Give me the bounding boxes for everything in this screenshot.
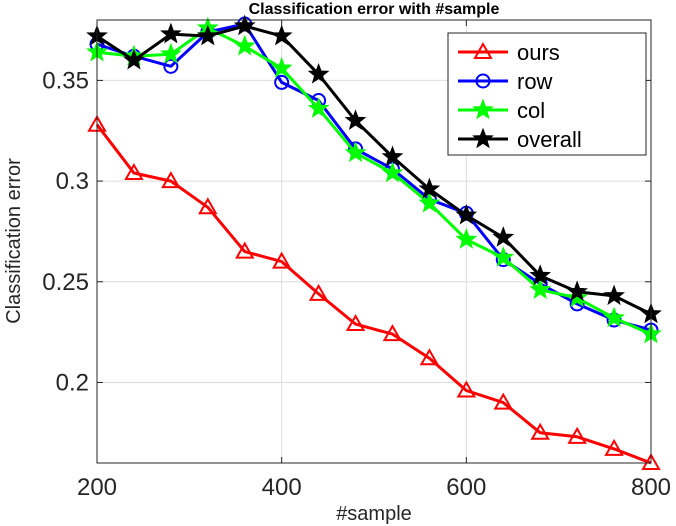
legend-entry-col: col — [458, 98, 545, 123]
data-point-overall — [381, 145, 404, 167]
data-point-col — [492, 246, 515, 267]
data-point-col — [233, 34, 256, 56]
data-point-ours — [161, 171, 181, 189]
x-tick-label: 600 — [446, 474, 486, 501]
data-point-ours — [345, 314, 366, 332]
legend-entry-ours: ours — [458, 40, 560, 65]
data-point-overall — [270, 24, 293, 46]
x-tick-label: 800 — [631, 474, 671, 501]
legend-marker — [472, 127, 494, 149]
legend-entry-overall: overall — [458, 127, 582, 152]
data-point-ours — [235, 241, 255, 259]
data-point-ours — [198, 197, 218, 215]
data-point-col — [381, 161, 404, 183]
data-point-col — [418, 191, 441, 213]
data-point-row — [274, 74, 290, 90]
series-line-overall — [96, 24, 652, 316]
x-tick-label: 400 — [262, 474, 302, 501]
legend-marker — [472, 98, 494, 120]
data-point-col — [529, 278, 552, 300]
y-tick-label: 0.3 — [56, 168, 89, 195]
y-tick-label: 0.25 — [42, 269, 89, 296]
legend-label: overall — [517, 127, 582, 152]
data-point-ours — [567, 426, 587, 444]
legend: ours row col overall — [447, 32, 647, 156]
data-point-col — [566, 286, 588, 308]
data-point-overall — [123, 48, 145, 70]
legend-marker — [473, 41, 493, 59]
data-point-ours — [124, 163, 144, 181]
data-point-overall — [603, 284, 625, 306]
y-axis-label: Classification error — [3, 158, 25, 324]
data-point-overall — [233, 14, 256, 36]
series-line-col — [96, 26, 652, 336]
data-point-ours — [641, 452, 661, 470]
data-point-overall — [566, 280, 588, 302]
ticks: 200 400 600 800 0.2 0.25 0.3 0.35 — [42, 20, 671, 501]
data-point-col — [160, 42, 182, 64]
data-point-overall — [307, 62, 330, 84]
y-tick-label: 0.35 — [42, 67, 89, 94]
data-point-ours — [530, 422, 550, 440]
data-point-overall — [492, 226, 515, 247]
data-point-row — [163, 58, 179, 74]
x-axis-label: #sample — [336, 503, 412, 525]
data-point-overall — [196, 24, 219, 46]
data-point-ours — [271, 251, 292, 269]
legend-label: row — [517, 69, 553, 94]
data-point-col — [344, 141, 367, 163]
plot-frame — [96, 19, 652, 464]
data-point-overall — [418, 177, 441, 199]
x-tick-label: 200 — [77, 474, 117, 501]
chart-title: Classification error with #sample — [249, 1, 500, 18]
legend-label: ours — [517, 40, 560, 65]
data-point-col — [270, 56, 293, 78]
data-point-overall — [344, 109, 367, 130]
data-point-col — [455, 228, 478, 249]
legend-label: col — [517, 98, 545, 123]
data-point-col — [603, 306, 625, 328]
data-point-ours — [382, 324, 403, 342]
y-tick-label: 0.2 — [56, 369, 89, 396]
data-point-col — [307, 97, 330, 118]
series-line-ours — [95, 123, 652, 465]
legend-marker — [475, 73, 491, 89]
data-point-ours — [456, 380, 477, 398]
data-point-ours — [419, 348, 440, 366]
data-point-ours — [493, 392, 513, 410]
data-point-ours — [308, 283, 329, 301]
data-point-overall — [160, 22, 182, 44]
data-point-ours — [604, 438, 624, 456]
legend-entry-row: row — [458, 69, 553, 94]
data-point-overall — [529, 264, 552, 285]
data-point-overall — [455, 203, 478, 225]
